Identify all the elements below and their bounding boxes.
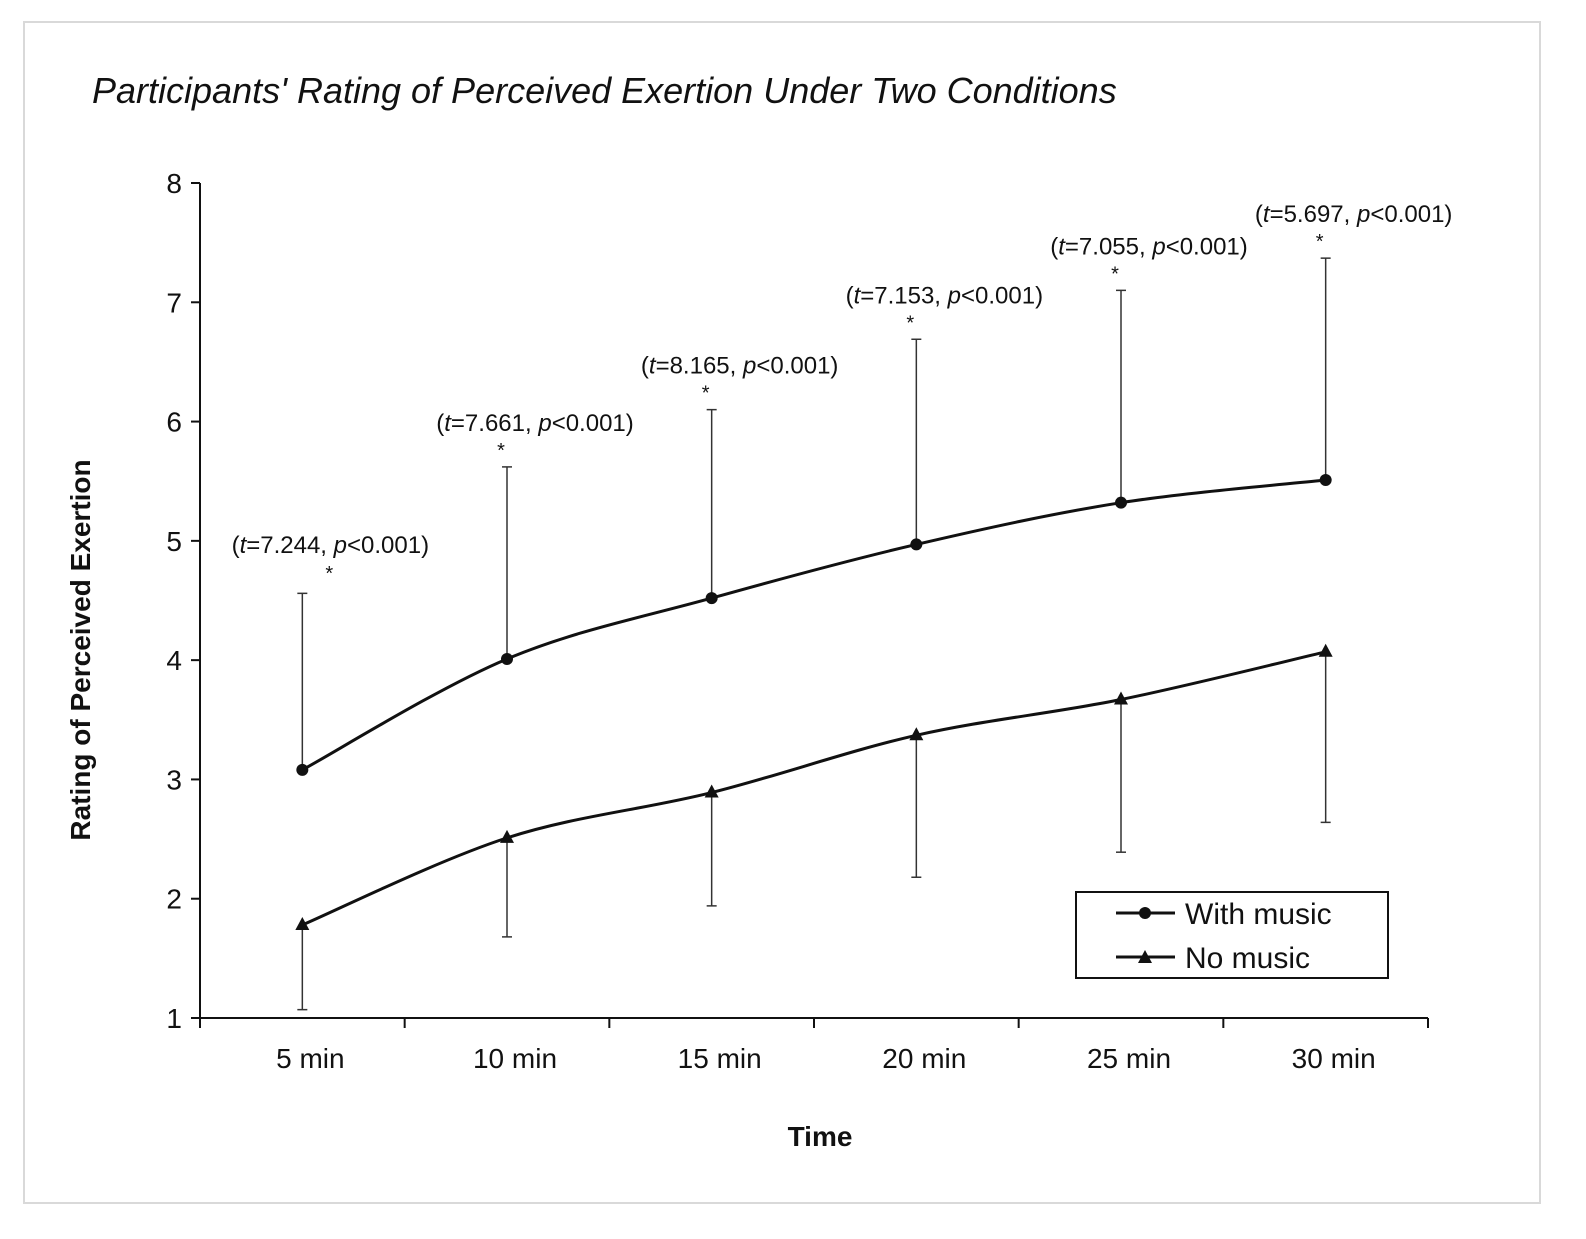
- y-axis-label: Rating of Perceived Exertion: [65, 459, 96, 840]
- data-point-with-music: [296, 763, 309, 776]
- annotation-text: (t=7.661, p<0.001): [436, 410, 634, 437]
- data-point-no-music: [500, 829, 514, 843]
- significance-star: *: [1316, 231, 1324, 253]
- legend-marker-triangle: [1138, 950, 1152, 963]
- significance-star: *: [702, 383, 710, 405]
- annotation-text: (t=5.697, p<0.001): [1255, 201, 1453, 228]
- data-point-with-music: [1319, 474, 1332, 487]
- y-tick-label: 5: [166, 526, 182, 557]
- y-tick-label: 4: [166, 645, 182, 676]
- data-point-no-music: [909, 727, 924, 741]
- data-point-no-music: [1114, 691, 1128, 705]
- significance-star: *: [906, 312, 914, 334]
- series-line-with-music: [301, 478, 1326, 772]
- annotation-text: (t=7.244, p<0.001): [232, 532, 430, 559]
- chart-title: Participants' Rating of Perceived Exerti…: [92, 70, 1117, 111]
- legend: With music No music: [1075, 891, 1389, 979]
- x-tick-label: 5 min: [276, 1043, 344, 1074]
- y-tick-label: 1: [166, 1003, 182, 1034]
- x-tick-label: 20 min: [882, 1043, 966, 1074]
- significance-star: *: [325, 563, 333, 585]
- x-tick-label: 10 min: [473, 1043, 557, 1074]
- data-point-with-music: [910, 538, 923, 551]
- series-line-no-music: [301, 650, 1327, 927]
- x-axis-label: Time: [788, 1121, 853, 1152]
- chart-frame: [23, 21, 1541, 1204]
- data-point-no-music: [1318, 643, 1333, 657]
- legend-marker-circle: [1139, 907, 1151, 919]
- legend-label-with-music: With music: [1185, 898, 1332, 931]
- y-tick-label: 2: [166, 884, 182, 915]
- error-bars: [297, 257, 1331, 1011]
- legend-label-no-music: No music: [1185, 942, 1310, 975]
- data-point-with-music: [705, 592, 718, 605]
- data-point-no-music: [704, 784, 719, 798]
- annotation-text: (t=7.153, p<0.001): [846, 282, 1044, 309]
- y-tick-label: 6: [166, 407, 182, 438]
- data-point-with-music: [501, 652, 513, 665]
- x-tick-label: 30 min: [1292, 1043, 1376, 1074]
- legend-box: [1075, 891, 1389, 979]
- x-tick-label: 15 min: [678, 1043, 762, 1074]
- data-point-no-music: [295, 916, 310, 930]
- y-tick-label: 7: [166, 287, 182, 318]
- significance-star: *: [1111, 263, 1119, 285]
- annotation-text: (t=7.055, p<0.001): [1050, 233, 1248, 260]
- axes: 1 2 3 4 5 6 7 8 5 min 10 min 15 min 20 min 25 min 30 …: [166, 168, 1429, 1074]
- y-tick-label: 8: [166, 168, 182, 199]
- significance-star: *: [497, 440, 505, 462]
- y-tick-label: 3: [166, 764, 182, 795]
- annotation-text: (t=8.165, p<0.001): [641, 353, 839, 380]
- annotations-group: * (t=7.244, p<0.001) * (t=7.661, p<0.001) * (…: [232, 201, 1453, 585]
- series-group: [295, 474, 1333, 930]
- x-tick-label: 25 min: [1087, 1043, 1171, 1074]
- data-point-with-music: [1115, 496, 1127, 509]
